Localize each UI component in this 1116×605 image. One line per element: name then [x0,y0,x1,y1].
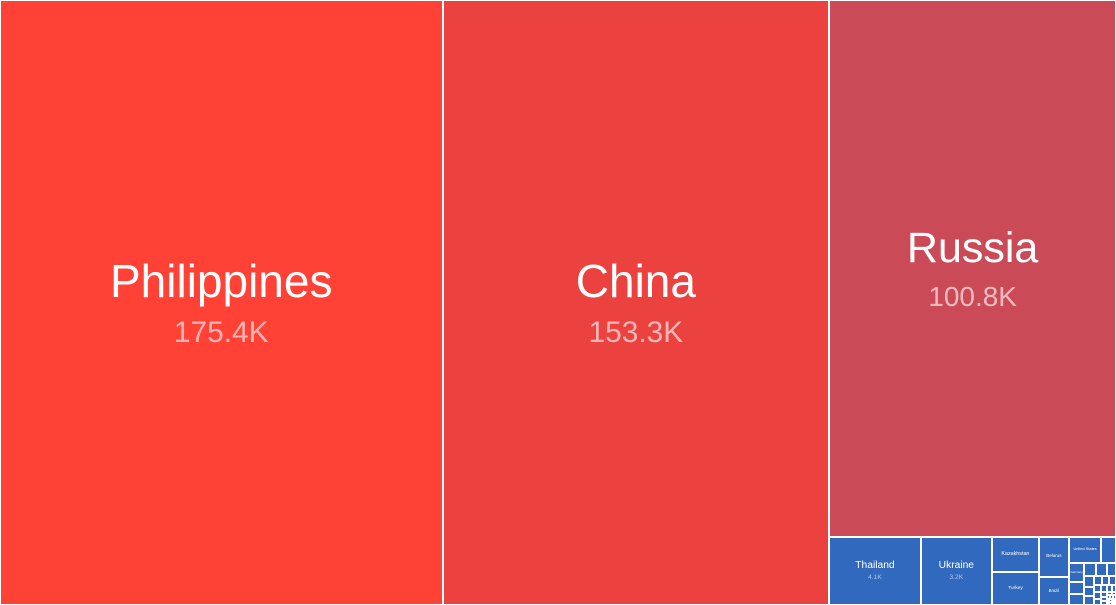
treemap-tile [1106,599,1110,603]
treemap-tile [1068,594,1085,605]
treemap-tile: Turkey [992,572,1039,605]
treemap-tile [1084,586,1094,597]
treemap-tile: Brazil [1038,577,1069,605]
treemap-tile: Kazakhstan [992,536,1039,573]
treemap-tile [1068,582,1085,595]
treemap-tile [1101,536,1116,563]
treemap-tile [1106,584,1112,592]
tile-name-label: Turkey [1008,586,1023,592]
tile-value-label: 3.2K [949,573,964,581]
treemap-tile [1106,562,1116,576]
treemap-tile [1111,601,1115,604]
treemap-tile [1084,596,1094,605]
treemap-tile [1084,575,1094,587]
tile-value-label: 4.1K [868,573,882,581]
tile-name-label: China [575,254,696,307]
treemap-tile: United States [1068,536,1102,563]
treemap-tile [1109,599,1112,603]
treemap-tile [1101,584,1107,592]
tile-name-label: Ukraine [938,559,974,571]
treemap-tile: Ukraine 3.2K [920,536,993,605]
treemap-tile [1093,575,1103,585]
treemap-tile [1093,592,1102,599]
treemap-tile [1102,575,1110,585]
treemap-tile [1084,562,1097,576]
tile-name-label: Thailand [855,559,895,571]
treemap-tile [1106,595,1111,600]
tile-name-label: Germany [1070,569,1083,574]
treemap-tile [1111,584,1116,592]
tile-value-label: 153.3K [588,315,684,349]
treemap-tile: Russia 100.8K [829,0,1116,537]
treemap-tile [1096,562,1107,576]
treemap-tile: Germany [1068,562,1085,583]
tile-name-label: Russia [906,223,1039,272]
treemap-tile [1111,591,1116,596]
treemap-tile [1093,584,1102,593]
treemap-tile [1110,595,1114,600]
tile-name-label: Belarus [1046,553,1062,559]
tile-name-label: Philippines [110,254,333,307]
tile-name-label: Kazakhstan [1001,550,1030,557]
treemap-tile: China 153.3K [442,0,830,605]
tile-value-label: 175.4K [173,315,269,349]
treemap-tile: Belarus [1038,536,1069,578]
treemap-tile [1101,591,1107,597]
tile-name-label: United States [1073,546,1097,552]
treemap-tile [1109,575,1116,585]
treemap-tile: Thailand 4.1K [829,536,921,605]
tile-value-label: 100.8K [928,280,1017,312]
treemap-tile [1101,596,1107,602]
tile-name-label: Brazil [1048,587,1060,593]
treemap-tile [1111,599,1115,602]
treemap-tile: Philippines 175.4K [0,0,443,605]
treemap-tile [1106,591,1112,596]
treemap-tile [1093,598,1102,605]
